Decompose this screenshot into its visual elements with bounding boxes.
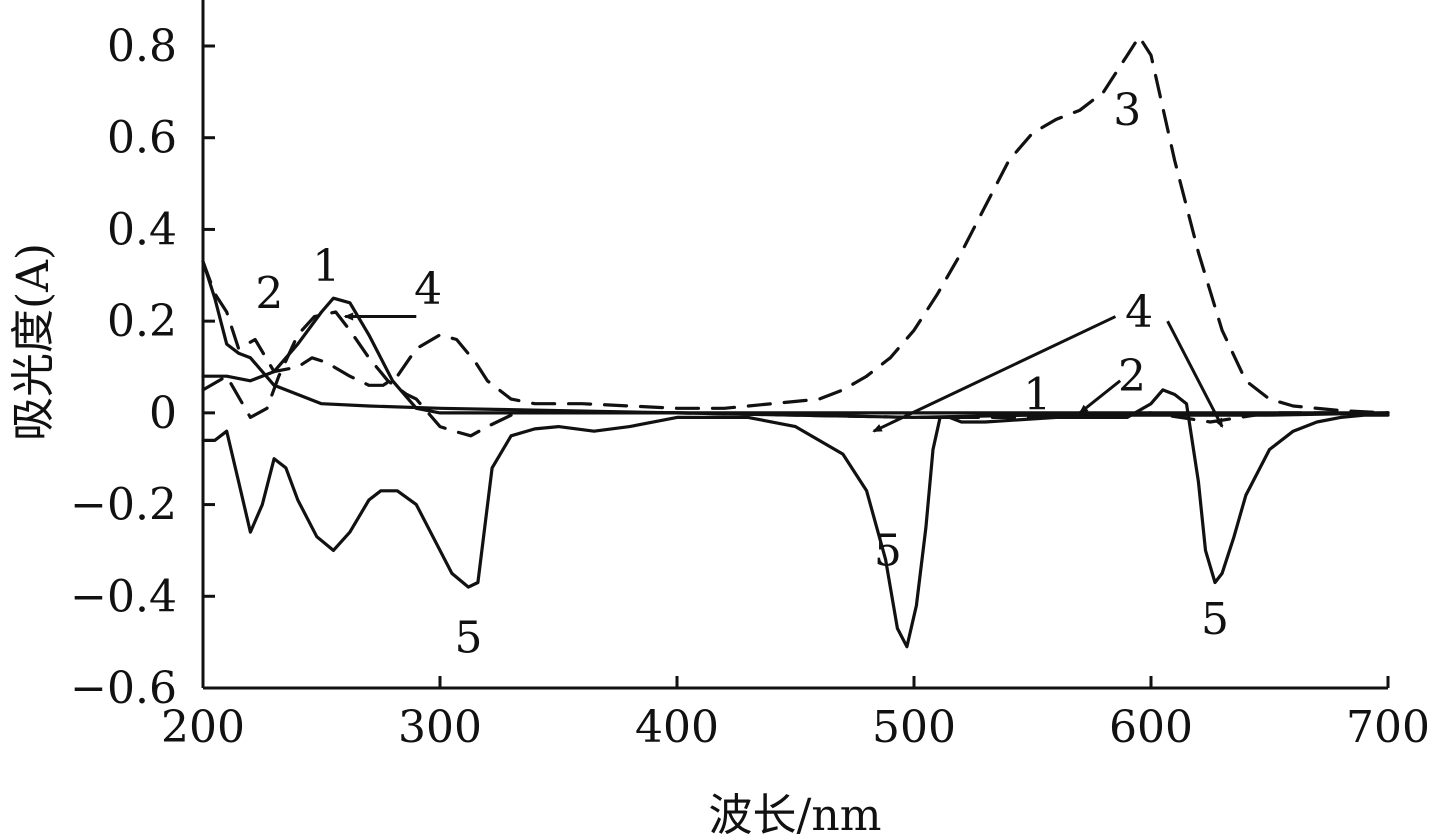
- x-tick-label: 500: [872, 702, 956, 753]
- y-tick-label: −0.6: [70, 663, 177, 714]
- y-tick-label: 0: [149, 388, 177, 439]
- series-line-4: [201, 259, 1390, 415]
- series-layer: [201, 35, 1390, 649]
- x-axis-title: 波长/nm: [709, 790, 882, 840]
- axes: 200 300 400 500 600 700 0.8 0.6 0.4 0.2 0 −0.2 −0.4 −…: [70, 0, 1430, 753]
- y-tick-label: 0.8: [107, 21, 177, 72]
- arrow-curve-2: [1078, 379, 1122, 415]
- curve-label-3: 3: [1113, 85, 1141, 136]
- curve-label-4: 4: [1125, 287, 1153, 338]
- series-line-3: [201, 35, 1390, 415]
- y-tick-label: 0.4: [107, 204, 177, 255]
- curve-label-5: 5: [454, 613, 482, 664]
- y-tick-label: −0.2: [70, 480, 177, 531]
- y-tick-label: 0.6: [107, 113, 177, 164]
- arrow-curve-4: [1166, 320, 1224, 429]
- curve-label-5: 5: [874, 525, 902, 576]
- curve-label-1: 1: [312, 241, 340, 292]
- x-tick-label: 200: [161, 702, 245, 753]
- curve-label-1: 1: [1023, 370, 1051, 421]
- x-tick-label: 700: [1346, 702, 1430, 753]
- y-axis-title: 吸光度(A): [8, 243, 59, 441]
- x-tick-label: 300: [398, 702, 482, 753]
- curve-label-2: 2: [255, 269, 283, 320]
- x-tick-label: 600: [1109, 702, 1193, 753]
- y-tick-label: 0.2: [107, 296, 177, 347]
- curve-label-4: 4: [414, 264, 442, 315]
- curve-label-5: 5: [1201, 594, 1229, 645]
- arrow-curve-4: [872, 315, 1117, 433]
- y-tick-label: −0.4: [70, 571, 177, 622]
- series-line-2: [201, 310, 1390, 438]
- curve-label-2: 2: [1118, 351, 1146, 402]
- series-line-5: [201, 388, 1390, 649]
- x-tick-label: 400: [635, 702, 719, 753]
